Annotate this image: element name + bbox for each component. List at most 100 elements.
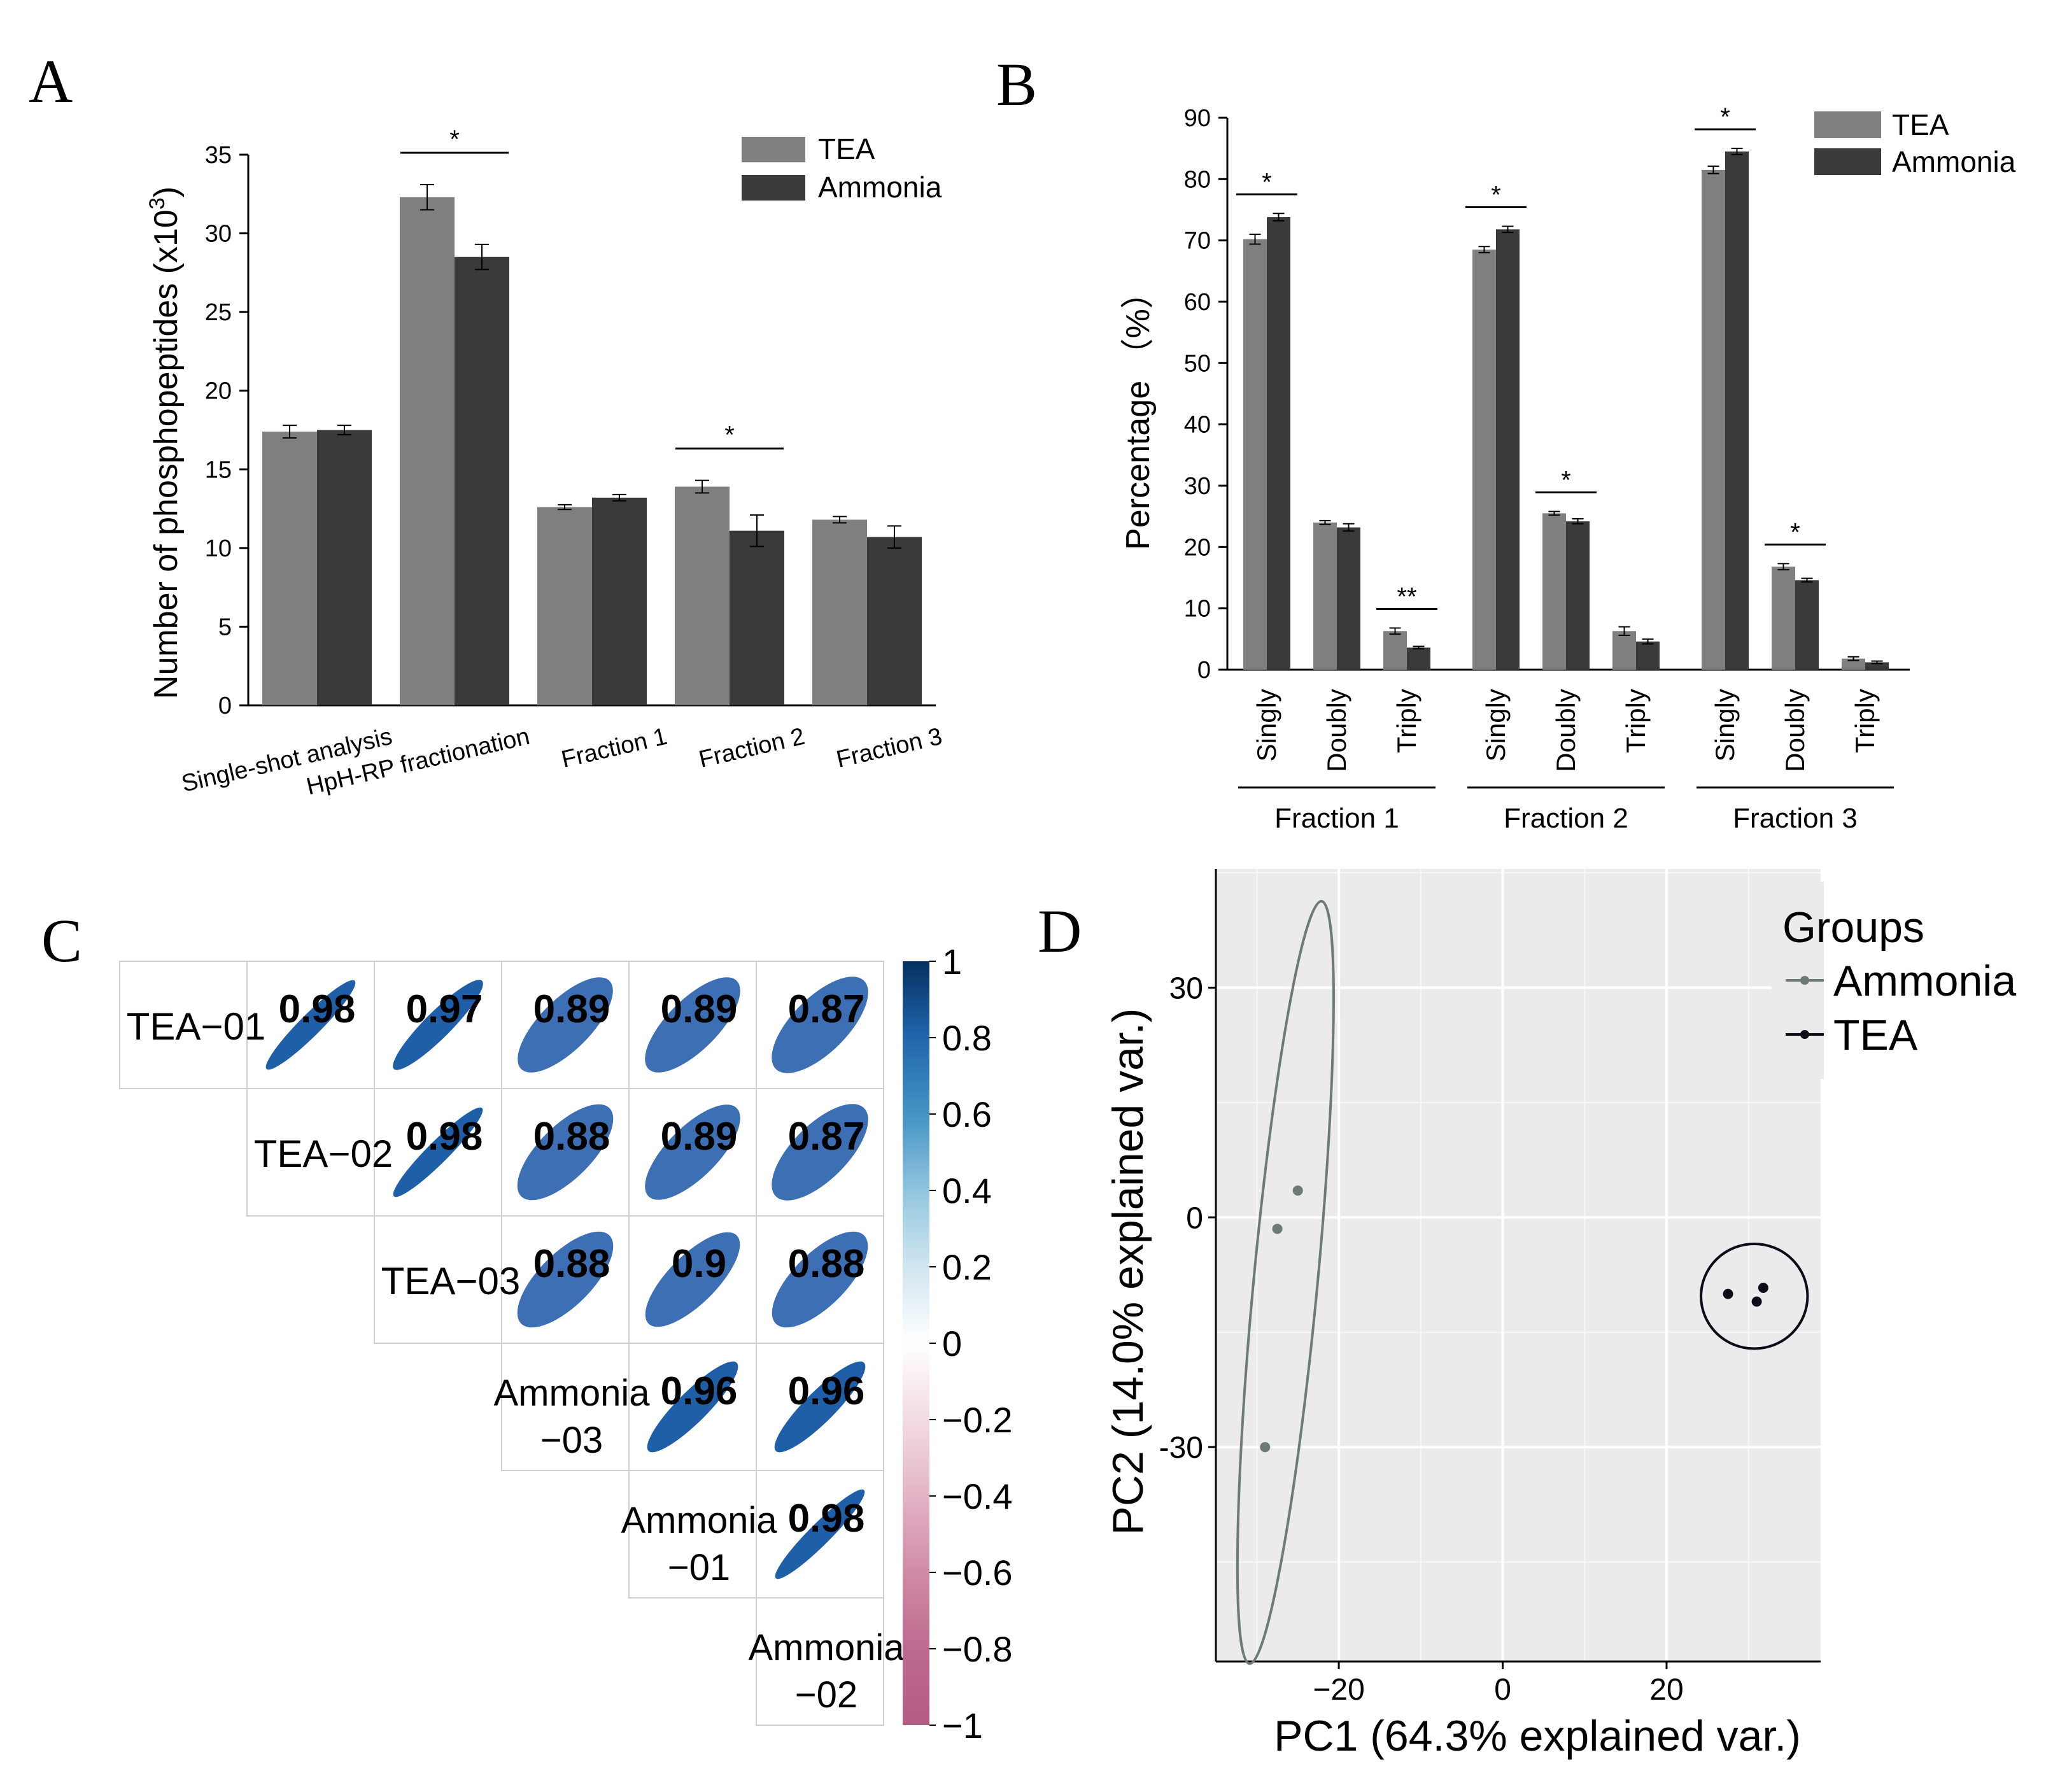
b-y-axis-title: Percentage （%）	[1120, 276, 1157, 550]
b-bar-tea	[1383, 631, 1407, 670]
c-sample-label: TEA−03	[381, 1260, 520, 1302]
b-x-tick-label: Doubly	[1780, 689, 1810, 772]
b-significance-marker: *	[1561, 466, 1571, 494]
b-significance-marker: *	[1720, 103, 1730, 131]
b-legend-label-tea: TEA	[1892, 108, 1949, 141]
b-bar-ammonia	[1795, 580, 1819, 670]
d-legend-key-point-ammonia	[1800, 976, 1809, 985]
c-colorbar-tick-label: −0.4	[942, 1476, 1013, 1516]
d-legend-label-ammonia: Ammonia	[1833, 957, 2016, 1005]
b-bar-ammonia	[1407, 647, 1430, 670]
b-bar-ammonia	[1337, 527, 1360, 670]
b-legend-label-ammonia: Ammonia	[1892, 145, 2016, 178]
b-x-tick-label: Triply	[1621, 689, 1651, 753]
a-significance-marker: *	[724, 421, 735, 449]
c-correlation-ellipse	[645, 977, 740, 1073]
b-significance-marker: **	[1397, 582, 1416, 610]
panel-a-bar-chart: 0 5 10 15 20 25 30 35 Number of phosphopeptides …	[145, 125, 945, 800]
c-correlation-value: 0.97	[406, 987, 483, 1031]
c-correlation-value: 0.96	[661, 1369, 738, 1413]
d-plot-background	[1216, 869, 1821, 1661]
c-correlation-ellipse	[517, 1231, 614, 1328]
c-correlation-ellipse	[775, 1489, 865, 1579]
b-bar-tea	[1842, 658, 1865, 670]
b-legend-swatch-tea	[1814, 111, 1881, 138]
b-x-tick-label: Triply	[1850, 689, 1880, 753]
a-legend-swatch-tea	[742, 137, 805, 162]
a-x-tick-label: Fraction 1	[559, 723, 670, 773]
c-correlation-value: 0.89	[661, 1115, 738, 1159]
a-bar-ammonia	[455, 257, 509, 706]
c-sample-label-suffix: −02	[795, 1674, 857, 1716]
a-x-tick-label: Fraction 2	[696, 723, 807, 773]
c-colorbar-tick-label: 0.6	[942, 1094, 992, 1134]
b-x-tick-label: Singly	[1252, 689, 1281, 761]
b-x-tick-label: Triply	[1392, 689, 1422, 753]
b-x-tick-label: Doubly	[1322, 689, 1351, 772]
b-bar-tea	[1313, 522, 1337, 670]
c-correlation-ellipse	[772, 977, 868, 1073]
b-group-label: Fraction 2	[1504, 803, 1628, 834]
b-bar-ammonia	[1725, 151, 1749, 670]
d-y-tick-label: 0	[1186, 1201, 1203, 1235]
c-correlation-value: 0.88	[788, 1242, 865, 1286]
c-sample-label: Ammonia	[621, 1500, 778, 1541]
panel-b-bar-chart: 0 10 20 30 40 50 60 70 80 90 Percentage （%） Singly *…	[1120, 103, 2016, 834]
c-correlation-value: 0.89	[661, 987, 738, 1031]
c-sample-label: TEA−02	[254, 1132, 393, 1175]
c-correlation-value: 0.88	[533, 1115, 610, 1159]
a-y-tick-label: 25	[205, 299, 232, 326]
d-legend-label-tea: TEA	[1833, 1011, 1918, 1059]
a-bar-ammonia	[730, 530, 784, 705]
c-grid-cell	[756, 1597, 884, 1726]
d-y-tick-label: 30	[1169, 971, 1203, 1005]
c-colorbar-tick-label: 0	[942, 1323, 962, 1364]
a-y-tick-label: 5	[218, 614, 232, 640]
a-y-tick-label: 30	[205, 221, 232, 248]
a-y-tick-label: 0	[218, 693, 232, 719]
c-colorbar-tick-label: 0.4	[942, 1171, 992, 1211]
c-colorbar-tick-label: 0.8	[942, 1018, 992, 1058]
b-bar-ammonia	[1496, 229, 1520, 670]
panel-label-a: A	[29, 47, 73, 115]
c-sample-label-suffix: −01	[668, 1547, 730, 1588]
panel-label-b: B	[996, 50, 1037, 118]
b-y-tick-label: 50	[1184, 350, 1211, 377]
c-sample-label: TEA−01	[127, 1005, 265, 1048]
c-colorbar	[903, 961, 929, 1725]
d-legend-title: Groups	[1782, 903, 1924, 952]
c-colorbar-tick-label: 0.2	[942, 1247, 992, 1287]
d-confidence-ellipse-ammonia	[1236, 900, 1335, 1665]
c-correlation-ellipse	[265, 980, 356, 1070]
a-y-tick-label: 15	[205, 456, 232, 483]
d-point-ammonia	[1272, 1224, 1283, 1234]
c-correlation-value: 0.98	[788, 1497, 865, 1541]
b-bar-tea	[1772, 567, 1795, 670]
a-bar-ammonia	[317, 430, 372, 705]
b-bar-tea	[1542, 513, 1566, 670]
d-confidence-ellipse-tea	[1700, 1242, 1809, 1350]
b-y-tick-label: 70	[1184, 228, 1211, 255]
c-colorbar-tick-label: −0.8	[942, 1629, 1013, 1669]
d-y-axis-title: PC2 (14.0% explained var.)	[1104, 1008, 1152, 1535]
b-y-tick-label: 0	[1197, 657, 1211, 684]
a-bar-tea	[675, 486, 730, 705]
b-significance-marker: *	[1491, 181, 1501, 209]
a-bar-tea	[537, 507, 592, 705]
b-bar-ammonia	[1566, 521, 1590, 670]
c-sample-label-suffix: −03	[540, 1420, 603, 1461]
a-bar-tea	[400, 197, 455, 705]
a-legend-label-ammonia: Ammonia	[818, 171, 942, 204]
b-significance-marker: *	[1262, 168, 1272, 196]
a-significance-marker: *	[449, 125, 460, 153]
c-correlation-ellipse	[393, 1107, 483, 1197]
c-correlation-ellipse	[772, 1104, 868, 1201]
b-bar-tea	[1612, 631, 1636, 670]
c-correlation-ellipse	[645, 1104, 740, 1200]
d-x-tick-label: 0	[1494, 1673, 1511, 1707]
c-correlation-value: 0.98	[279, 987, 356, 1031]
d-y-tick-label: -30	[1159, 1431, 1203, 1465]
c-correlation-value: 0.96	[788, 1369, 865, 1413]
c-sample-label: Ammonia	[494, 1372, 651, 1414]
d-x-axis-title: PC1 (64.3% explained var.)	[1274, 1712, 1801, 1760]
